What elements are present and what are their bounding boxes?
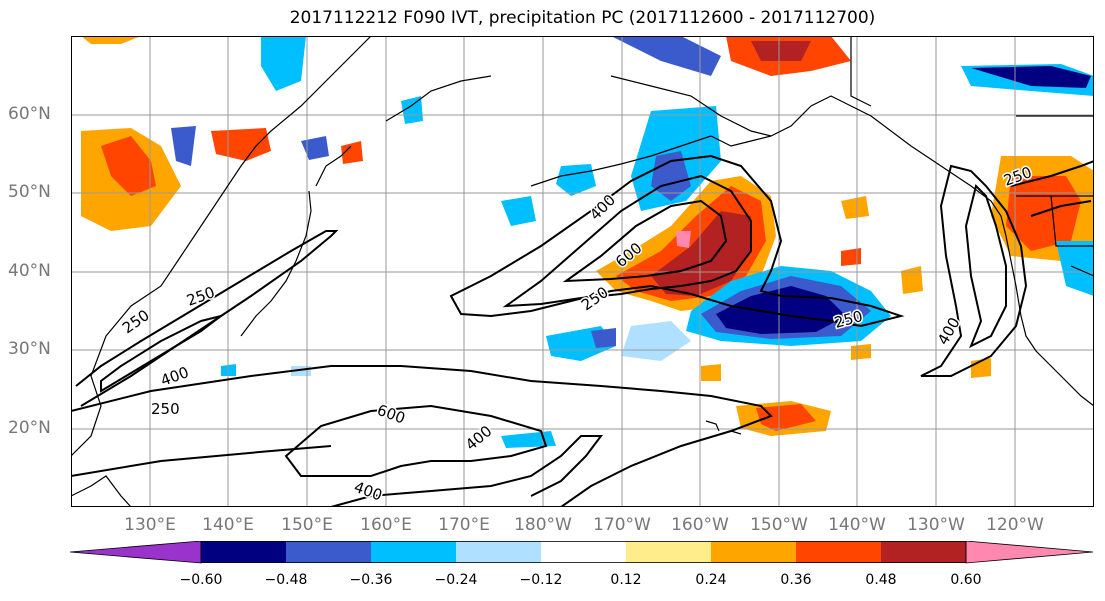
colorbar-tick-label: 0.36	[780, 572, 812, 588]
colorbar-bin	[371, 541, 456, 563]
colorbar-tick-label: −0.60	[179, 572, 223, 588]
map-panel: 250 250 400 250 600 400 400 400 600 250 …	[71, 36, 1094, 507]
lon-label-130w: 130°W	[907, 515, 965, 535]
colorbar-tick-label: −0.12	[519, 572, 563, 588]
ivt-precip-map: 250 250 400 250 600 400 400 400 600 250 …	[71, 36, 1094, 507]
lon-label-120w: 120°W	[986, 515, 1044, 535]
colorbar	[70, 541, 1094, 564]
graticule	[71, 36, 1094, 507]
lat-label-40n: 40°N	[8, 261, 51, 281]
lon-label-170w: 170°W	[593, 515, 651, 535]
colorbar-tick-label: 0.48	[865, 572, 897, 588]
colorbar-tick-label: 0.12	[610, 572, 642, 588]
lon-label-130e: 130°E	[124, 515, 176, 535]
colorbar-tick-label: 0.60	[950, 572, 982, 588]
lat-label-60n: 60°N	[8, 104, 51, 124]
lon-label-140e: 140°E	[202, 515, 254, 535]
lon-label-150e: 150°E	[281, 515, 333, 535]
lat-label-20n: 20°N	[8, 418, 51, 438]
lon-label-170e: 170°E	[438, 515, 490, 535]
colorbar-bin	[796, 541, 881, 563]
lat-label-30n: 30°N	[8, 339, 51, 359]
lon-label-160w: 160°W	[671, 515, 729, 535]
colorbar-tick-label: −0.36	[349, 572, 393, 588]
coastlines	[71, 36, 1094, 507]
lon-label-160e: 160°E	[360, 515, 412, 535]
colorbar-bin	[541, 541, 626, 563]
map-title: 2017112212 F090 IVT, precipitation PC (2…	[289, 8, 876, 28]
colorbar-tick-label: −0.48	[264, 572, 308, 588]
ivt-contours	[71, 154, 1094, 507]
lon-label-140w: 140°W	[828, 515, 886, 535]
colorbar-extend-low	[70, 541, 202, 564]
lon-label-180w: 180°W	[514, 515, 572, 535]
colorbar-bin	[201, 541, 286, 563]
colorbar-bin	[711, 541, 796, 563]
lon-label-150w: 150°W	[750, 515, 808, 535]
lat-label-50n: 50°N	[8, 182, 51, 202]
contour-label-250-c: 250	[151, 400, 180, 418]
colorbar-bin	[881, 541, 966, 563]
colorbar-bin	[626, 541, 711, 563]
colorbar-bin	[286, 541, 371, 563]
colorbar-extend-high	[965, 541, 1094, 564]
colorbar-bin	[456, 541, 541, 563]
colorbar-tick-label: 0.24	[695, 572, 727, 588]
colorbar-tick-label: −0.24	[434, 572, 478, 588]
